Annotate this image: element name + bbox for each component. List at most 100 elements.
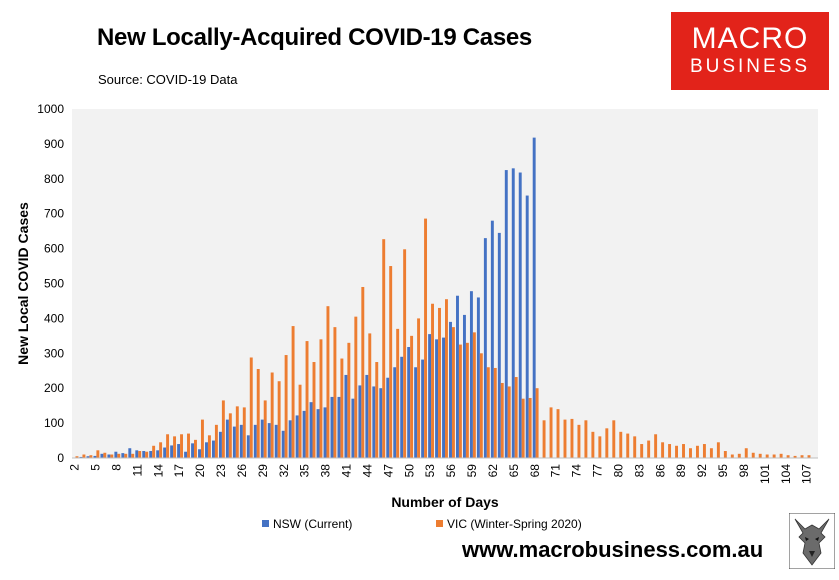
nsw-bar xyxy=(170,445,174,458)
vic-bar xyxy=(445,299,448,458)
nsw-bar xyxy=(121,453,125,458)
vic-bar xyxy=(730,454,734,458)
website-url: www.macrobusiness.com.au xyxy=(462,537,764,562)
vic-bar xyxy=(117,453,121,458)
x-tick-label: 65 xyxy=(507,464,521,478)
y-tick-label: 700 xyxy=(44,207,64,221)
vic-bar xyxy=(194,439,197,458)
nsw-bar xyxy=(232,426,236,458)
nsw-bar xyxy=(316,409,320,458)
x-tick-label: 56 xyxy=(444,464,458,478)
x-tick-label: 5 xyxy=(89,464,103,471)
vic-bar xyxy=(682,444,685,458)
nsw-bar xyxy=(511,168,515,458)
vic-bar xyxy=(584,420,588,458)
x-tick-label: 71 xyxy=(549,464,563,478)
nsw-bar xyxy=(490,220,494,458)
nsw-bar xyxy=(330,396,334,458)
vic-bar xyxy=(458,344,462,458)
nsw-bar xyxy=(253,424,257,458)
vic-bar xyxy=(389,266,393,458)
nsw-bar xyxy=(309,402,313,458)
nsw-bar xyxy=(288,420,292,458)
vic-bar xyxy=(424,218,428,458)
nsw-bar xyxy=(246,435,250,458)
vic-bar xyxy=(187,433,190,458)
y-axis-title: New Local COVID Cases xyxy=(15,202,31,365)
vic-bar xyxy=(284,355,288,458)
x-tick-label: 20 xyxy=(193,464,207,478)
x-axis-title: Number of Days xyxy=(391,494,499,510)
vic-bar xyxy=(82,454,86,458)
x-tick-label: 23 xyxy=(214,464,228,478)
nsw-bar xyxy=(302,410,306,458)
y-tick-label: 100 xyxy=(44,416,64,430)
logo-line-business: BUSINESS xyxy=(689,56,811,77)
x-tick-label: 17 xyxy=(172,464,186,478)
nsw-bar xyxy=(149,451,153,458)
vic-bar xyxy=(110,454,114,458)
vic-bar xyxy=(675,445,678,458)
nsw-bar xyxy=(504,170,508,458)
wolf-logo-icon xyxy=(789,513,835,569)
legend-label: NSW (Current) xyxy=(273,517,352,531)
vic-bar xyxy=(354,316,358,458)
vic-bar xyxy=(514,377,518,458)
x-tick-label: 104 xyxy=(779,464,793,484)
nsw-bar xyxy=(469,291,473,458)
y-tick-label: 1000 xyxy=(37,102,64,116)
nsw-bar xyxy=(449,321,452,458)
vic-bar xyxy=(507,386,511,458)
vic-bar xyxy=(410,335,414,458)
x-tick-label: 74 xyxy=(570,464,584,478)
vic-bar xyxy=(431,303,434,458)
vic-bar xyxy=(563,419,567,458)
vic-bar xyxy=(305,341,309,458)
vic-bar xyxy=(668,444,672,458)
vic-bar xyxy=(598,436,602,458)
legend: NSW (Current) VIC (Winter-Spring 2020) xyxy=(262,517,582,531)
legend-label: VIC (Winter-Spring 2020) xyxy=(447,517,582,531)
y-tick-label: 800 xyxy=(44,172,64,186)
nsw-bar xyxy=(372,386,376,458)
vic-bar xyxy=(786,455,790,458)
nsw-bar xyxy=(456,295,459,458)
x-tick-label: 98 xyxy=(737,464,751,478)
vic-bar xyxy=(779,453,783,458)
vic-bar xyxy=(124,453,128,458)
nsw-bar xyxy=(239,424,243,458)
vic-bar xyxy=(138,451,142,458)
x-tick-label: 38 xyxy=(319,464,333,478)
vic-bar xyxy=(702,444,706,458)
vic-bar xyxy=(451,327,455,459)
x-tick-label: 41 xyxy=(340,464,354,478)
vic-bar xyxy=(103,452,107,458)
nsw-bar xyxy=(358,385,362,458)
vic-bar xyxy=(89,455,93,458)
vic-bar xyxy=(417,318,421,458)
nsw-bar xyxy=(365,374,369,458)
vic-bar xyxy=(375,362,379,458)
y-tick-label: 900 xyxy=(44,137,64,151)
vic-bar xyxy=(605,428,609,458)
vic-bar xyxy=(619,431,623,458)
x-tick-label: 50 xyxy=(402,464,416,478)
nsw-bar xyxy=(114,451,118,458)
vic-bar xyxy=(465,342,469,458)
vic-bar xyxy=(152,445,156,458)
vic-bar xyxy=(180,434,183,458)
vic-bar xyxy=(166,434,170,458)
vic-bar xyxy=(319,339,323,458)
nsw-bar xyxy=(156,450,160,458)
vic-bar xyxy=(298,384,302,458)
vic-bar xyxy=(772,454,776,458)
vic-bar xyxy=(291,326,295,458)
vic-bar xyxy=(200,419,204,458)
vic-bar xyxy=(263,400,267,458)
nsw-bar xyxy=(93,455,97,458)
vic-bar xyxy=(382,239,386,458)
x-tick-label: 47 xyxy=(381,464,395,478)
y-tick-label: 500 xyxy=(44,277,64,291)
x-tick-label: 44 xyxy=(360,464,374,478)
